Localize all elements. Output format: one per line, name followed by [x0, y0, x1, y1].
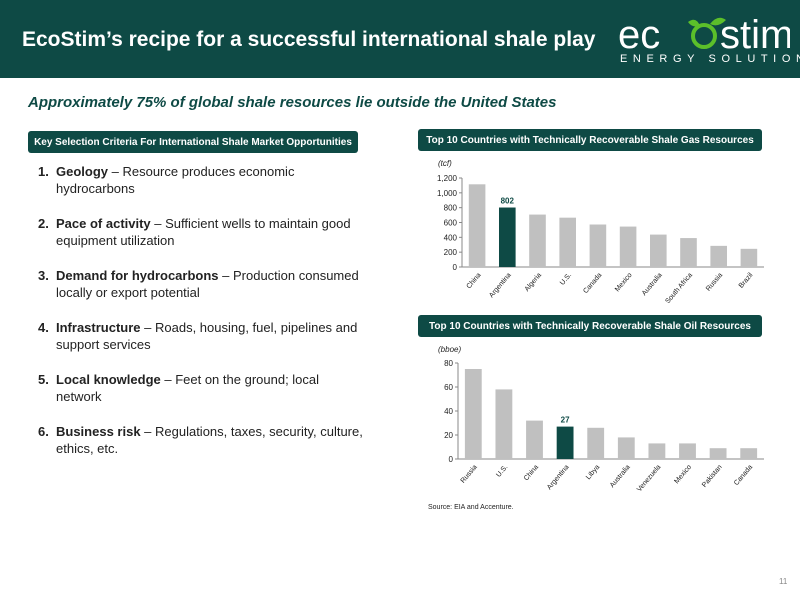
slide-subtitle: Approximately 75% of global shale resour… [28, 94, 557, 111]
bar [589, 224, 607, 267]
gas-chart-title: Top 10 Countries with Technically Recove… [418, 129, 762, 151]
highlight-data-label: 802 [501, 197, 515, 206]
x-tick-label: Pakistan [701, 464, 724, 489]
bar [464, 369, 482, 459]
y-tick-label: 60 [444, 383, 453, 392]
criteria-item: 4. Infrastructure – Roads, housing, fuel… [38, 319, 368, 353]
y-tick-label: 1,200 [437, 174, 458, 183]
criteria-number: 1. [38, 164, 49, 179]
x-tick-label: Argentina [546, 464, 571, 492]
bar [587, 427, 605, 459]
criteria-desc: – Sufficient wells to maintain good equi… [56, 216, 351, 248]
bar [649, 234, 667, 267]
criteria-head: Demand for hydrocarbons [56, 268, 219, 283]
header-bar: EcoStim’s recipe for a successful intern… [0, 0, 800, 78]
bar [526, 420, 543, 459]
ecostim-logo: ec stim [618, 13, 790, 57]
criteria-item: 6. Business risk – Regulations, taxes, s… [38, 423, 368, 457]
oil-chart-title: Top 10 Countries with Technically Recove… [418, 315, 762, 337]
criteria-head: Geology [56, 164, 109, 179]
source-note: Source: EIA and Accenture. [428, 504, 514, 511]
bar [556, 426, 574, 459]
logo-subtitle: ENERGY SOLUTIONS [620, 53, 800, 65]
x-tick-label: Argentina [488, 272, 513, 300]
bar [740, 448, 758, 459]
criteria-desc: – Production consumed locally or export … [56, 268, 359, 300]
y-axis-label: (tcf) [438, 159, 452, 168]
x-tick-label: Russia [705, 272, 724, 293]
y-tick-label: 200 [444, 248, 458, 257]
criteria-head: Pace of activity [56, 216, 151, 231]
y-tick-label: 600 [444, 219, 458, 228]
x-tick-label: Algeria [524, 272, 543, 293]
bar [648, 443, 666, 459]
x-tick-label: China [523, 464, 540, 483]
bar [495, 389, 513, 459]
bar [468, 184, 486, 267]
y-tick-label: 0 [453, 263, 458, 272]
x-tick-label: Venezuela [636, 464, 662, 494]
criteria-number: 6. [38, 424, 49, 439]
bar [680, 238, 697, 267]
x-tick-label: U.S. [495, 464, 509, 479]
x-tick-label: Australia [609, 464, 632, 489]
criteria-number: 2. [38, 216, 49, 231]
leaf-o-icon [688, 17, 726, 49]
y-axis-label: (bboe) [438, 345, 461, 354]
criteria-item: 3. Demand for hydrocarbons – Production … [38, 267, 368, 301]
x-tick-label: South Africa [664, 272, 694, 305]
x-tick-label: Libya [585, 464, 601, 481]
x-tick-label: Brazil [738, 271, 755, 289]
bar [740, 248, 758, 267]
criteria-number: 4. [38, 320, 49, 335]
bar [709, 448, 727, 459]
bar [619, 226, 637, 267]
criteria-head: Local knowledge [56, 372, 161, 387]
criteria-desc: – Feet on the ground; local network [56, 372, 320, 404]
y-tick-label: 20 [444, 431, 453, 440]
criteria-desc: – Resource produces economic hydrocarbon… [56, 164, 295, 196]
logo-text-right: stim [720, 13, 790, 57]
y-tick-label: 40 [444, 407, 453, 416]
y-tick-label: 400 [444, 233, 458, 242]
bar [559, 217, 577, 267]
bar [710, 245, 728, 267]
y-tick-label: 80 [444, 359, 453, 368]
bar [617, 437, 635, 459]
x-tick-label: Canada [582, 272, 603, 295]
criteria-desc: – Regulations, taxes, security, culture,… [56, 424, 363, 456]
y-tick-label: 1,000 [437, 189, 458, 198]
x-tick-label: U.S. [559, 272, 573, 287]
criteria-number: 5. [38, 372, 49, 387]
highlight-data-label: 27 [561, 416, 570, 425]
criteria-item: 5. Local knowledge – Feet on the ground;… [38, 371, 368, 405]
criteria-heading: Key Selection Criteria For International… [28, 131, 358, 153]
oil-resources-chart: (bboe) 0 20 40 60 80 Russia U.S. China 27 Argentin… [438, 345, 764, 494]
bar [498, 207, 516, 267]
gas-resources-chart: (tcf) 0 200 400 600 800 1,000 1,200 China 802 Arge… [437, 159, 764, 305]
criteria-head: Infrastructure [56, 320, 141, 335]
x-tick-label: Russia [460, 464, 479, 485]
x-tick-label: Mexico [673, 464, 693, 486]
criteria-item: 1. Geology – Resource produces economic … [38, 163, 368, 197]
x-tick-label: Australia [641, 272, 664, 297]
criteria-number: 3. [38, 268, 49, 283]
x-tick-label: China [466, 272, 483, 291]
criteria-item: 2. Pace of activity – Sufficient wells t… [38, 215, 368, 249]
criteria-desc: – Roads, housing, fuel, pipelines and su… [56, 320, 358, 352]
page-number: 11 [779, 577, 788, 586]
criteria-head: Business risk [56, 424, 141, 439]
x-tick-label: Mexico [614, 272, 634, 294]
y-tick-label: 0 [449, 455, 454, 464]
criteria-list: 1. Geology – Resource produces economic … [38, 163, 368, 475]
logo-text-left: ec [618, 13, 660, 57]
x-tick-label: Canada [733, 464, 754, 487]
bar [679, 443, 696, 459]
y-tick-label: 800 [444, 204, 458, 213]
bar [529, 214, 546, 267]
slide-title: EcoStim’s recipe for a successful intern… [22, 28, 596, 51]
